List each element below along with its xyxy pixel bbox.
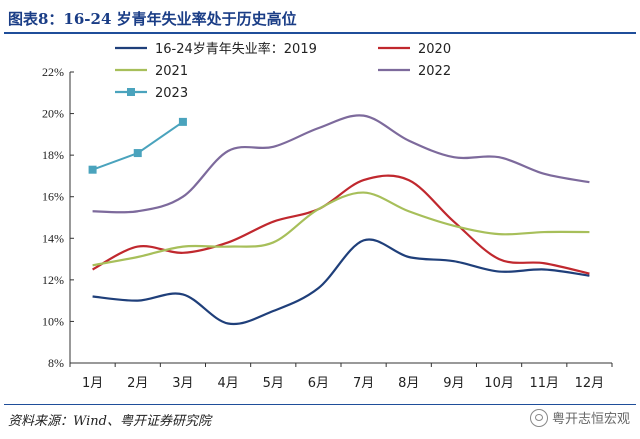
x-tick-label: 9月 [443,376,464,391]
series-line [92,114,590,214]
y-tick-label: 10% [42,314,64,328]
legend-item: 2023 [115,86,188,101]
x-tick-label: 6月 [308,376,329,391]
series-line [92,238,590,326]
legend-item: 16-24岁青年失业率：2019 [115,41,317,57]
x-tick-label: 1月 [82,376,103,391]
x-tick-label: 4月 [217,376,238,391]
x-tick-label: 7月 [353,376,374,391]
source-note: 资料来源：Wind、粤开证券研究院 [8,414,211,429]
legend-marker [127,88,135,96]
y-tick-label: 12% [42,273,64,287]
watermark-text: 粤开志恒宏观 [551,412,630,427]
wechat-icon [529,408,548,427]
legend-label: 16-24岁青年失业率：2019 [155,41,317,57]
title-bar: 图表8：16-24 岁青年失业率处于历史高位 [4,2,636,34]
y-tick-label: 18% [42,148,64,162]
data-point [88,165,97,174]
series-2 [92,174,590,275]
x-tick-label: 3月 [172,376,193,391]
line-chart: 8% 10% 12% 14% 16% 18% 20% 22% 1月 2月 3月 4月 5月 6月 7月 8月… [42,41,613,391]
data-point [178,117,187,126]
y-tick-labels: 8% 10% 12% 14% 16% 18% 20% 22% [42,65,64,370]
legend-item: 2021 [115,64,188,79]
x-tick-label: 10月 [484,376,514,391]
y-tick-label: 16% [42,190,64,204]
legend-label: 2020 [418,42,451,57]
x-tick-label: 12月 [575,376,605,391]
x-tick-label: 5月 [263,376,284,391]
x-tick-labels: 1月 2月 3月 4月 5月 6月 7月 8月 9月 10月 11月 12月 [82,376,604,391]
series-4 [92,114,590,214]
legend-item: 2022 [378,64,451,79]
series-5 [88,117,187,174]
series-3 [92,191,590,267]
x-tick-label: 11月 [529,376,559,391]
legend: 16-24岁青年失业率：2019 2020 2021 2022 2023 [115,41,451,101]
legend-item: 2020 [378,42,451,57]
legend-label: 2022 [418,64,451,79]
series-line [92,174,590,275]
series-1 [92,238,590,326]
y-tick-label: 20% [42,107,64,121]
series-lines [88,114,590,326]
series-line [92,121,184,171]
footer: 资料来源：Wind、粤开证券研究院 粤开志恒宏观 [4,404,636,439]
watermark: 粤开志恒宏观 [529,408,630,427]
legend-label: 2023 [155,86,188,101]
axes [69,71,613,367]
x-tick-label: 8月 [398,376,419,391]
y-tick-label: 22% [42,65,64,79]
y-tick-label: 8% [48,356,64,370]
legend-label: 2021 [155,64,188,79]
chart-title: 图表8：16-24 岁青年失业率处于历史高位 [8,10,297,28]
x-tick-label: 2月 [127,376,148,391]
y-tick-label: 14% [42,231,64,245]
series-line [92,191,590,267]
data-point [133,149,142,158]
